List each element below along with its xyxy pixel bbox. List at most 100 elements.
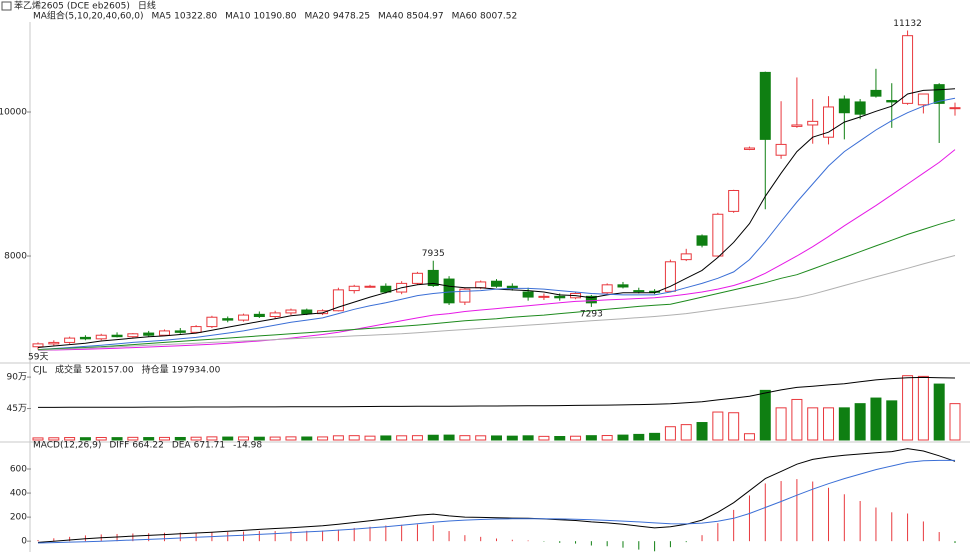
volume-bar — [743, 433, 755, 441]
candle-body — [79, 336, 91, 340]
ma-line — [37, 149, 956, 351]
volume-bar — [427, 434, 439, 441]
volume-bar — [380, 435, 392, 441]
candle-body — [807, 120, 819, 126]
candle-body — [585, 295, 597, 304]
volume-bar — [32, 437, 44, 441]
candle-body — [664, 261, 676, 292]
candle-body — [696, 235, 708, 246]
candle-body — [364, 285, 376, 288]
legend-name: MA40 — [378, 12, 404, 22]
ma-line — [37, 97, 956, 351]
y-tick-label: 600 — [10, 465, 27, 475]
volume-bar — [459, 435, 471, 441]
period[interactable]: 日线 — [138, 0, 156, 12]
candle-body — [838, 98, 850, 114]
legend-name: 成交量 — [55, 364, 82, 376]
legend-value: 671.71 — [194, 441, 226, 451]
candle-body — [48, 341, 60, 345]
volume-bar — [554, 436, 566, 441]
candle-body — [253, 313, 265, 318]
volume-bar — [823, 407, 835, 441]
volume-bar — [949, 403, 961, 441]
symbol[interactable]: 苯乙烯2605 — [14, 0, 64, 12]
volume-bar — [174, 436, 186, 441]
legend-value: -14.98 — [233, 441, 262, 451]
candle-body — [743, 147, 755, 150]
candle-body — [854, 101, 866, 115]
volume-bar — [285, 436, 297, 441]
legend-value: 9478.25 — [333, 12, 370, 22]
volume-bar — [807, 407, 819, 441]
indicator-label[interactable]: CJL — [33, 366, 47, 376]
candle-body — [601, 284, 613, 294]
volume-bar — [902, 375, 914, 441]
volume-bar — [759, 389, 771, 441]
candle-body — [680, 253, 692, 261]
candle-body — [775, 143, 787, 156]
volume-bar — [664, 426, 676, 441]
volume-bar — [649, 432, 661, 441]
macd-line — [37, 459, 955, 544]
candle-body — [823, 106, 835, 138]
volume-bar — [332, 435, 344, 441]
volume-bar — [791, 398, 803, 441]
candle-body — [475, 281, 487, 289]
candle-body — [728, 189, 740, 212]
y-tick-label: 0 — [21, 537, 27, 547]
contract-code: (DCE eb2605) — [67, 2, 130, 12]
legend-value: 10190.80 — [254, 12, 297, 22]
volume-bar — [491, 435, 502, 441]
legend-name: MA20 — [304, 12, 330, 22]
volume-bar — [443, 434, 455, 441]
volume-bar — [127, 436, 139, 441]
candle-body — [491, 280, 502, 287]
volume-bar — [190, 436, 202, 441]
legend-value: 520157.00 — [85, 366, 134, 376]
indicator-label[interactable]: MA组合(5,10,20,40,60,0) — [33, 10, 144, 22]
volume-bar — [633, 433, 645, 441]
legend-name: DIFF — [109, 441, 129, 451]
candle-body — [411, 272, 423, 284]
macd-line — [37, 448, 956, 543]
volume-bar — [601, 435, 613, 441]
open-interest-line — [38, 376, 956, 408]
volume-bar — [886, 400, 898, 441]
volume-bar — [253, 436, 265, 441]
candle-body — [902, 35, 914, 104]
legend-name: DEA — [172, 441, 192, 451]
y-tick-label: 400 — [10, 489, 27, 499]
candle-body — [443, 278, 455, 304]
candle-body — [538, 295, 550, 298]
legend-value: 8007.52 — [480, 12, 517, 22]
volume-bar — [396, 435, 408, 441]
candle-body — [238, 314, 250, 321]
indicator-label[interactable]: MACD(12,26,9) — [33, 441, 101, 451]
candle-body — [95, 334, 107, 340]
volume-bar — [680, 424, 692, 441]
volume-bar — [696, 422, 708, 441]
volume-bar — [475, 435, 487, 441]
candle-body — [427, 269, 439, 287]
legend-name: MA60 — [452, 12, 478, 22]
volume-bar — [617, 434, 629, 441]
volume-bar — [143, 437, 155, 441]
volume-bar — [269, 436, 281, 441]
volume-bar — [206, 436, 218, 441]
candle-body — [64, 337, 76, 343]
header-icon[interactable] — [1, 1, 12, 11]
candle-body — [554, 295, 566, 299]
candle-body — [380, 285, 392, 293]
volume-bar — [570, 435, 582, 441]
volume-bar — [522, 435, 534, 441]
volume-bar — [933, 383, 945, 441]
candle-body — [285, 309, 297, 314]
candle-body — [791, 124, 803, 127]
y-tick-label: 10000 — [0, 108, 27, 118]
volume-bar — [111, 437, 123, 441]
volume-bar — [775, 407, 787, 441]
volume-bar — [301, 436, 313, 441]
y-tick-label: 90万 — [7, 373, 27, 383]
